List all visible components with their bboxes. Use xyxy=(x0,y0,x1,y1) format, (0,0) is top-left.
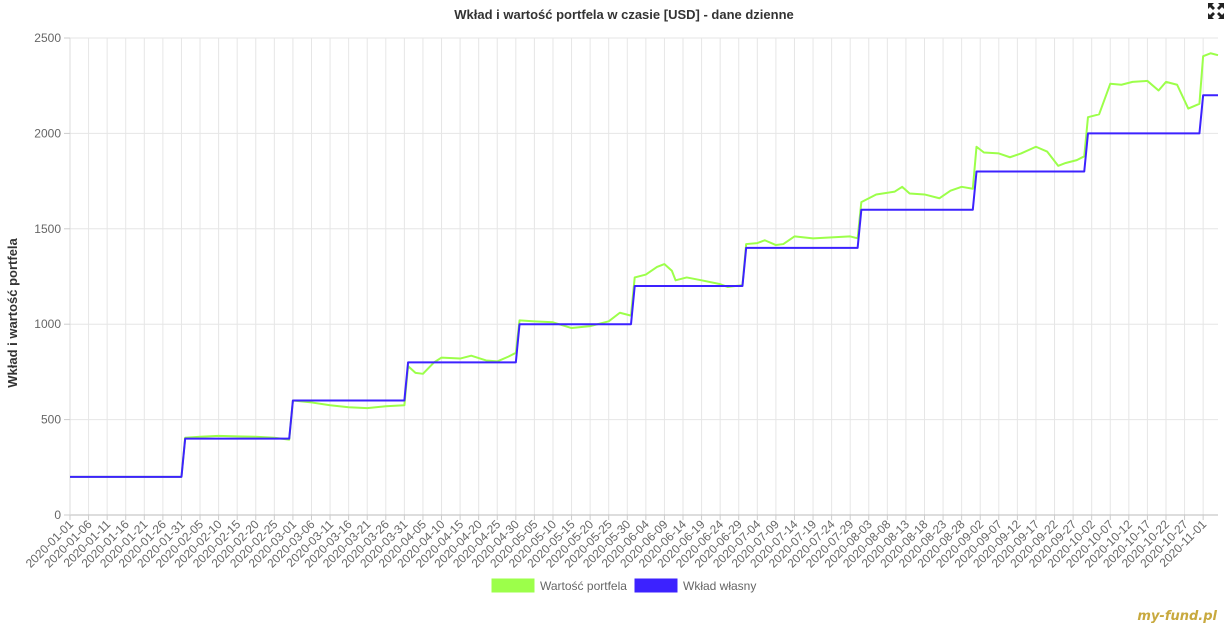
y-axis-label: Wkład i wartość portfela xyxy=(5,237,20,387)
axes xyxy=(69,38,1218,516)
y-tick-label-2: 1000 xyxy=(34,317,61,331)
legend-item-1[interactable]: Wkład własny xyxy=(634,578,756,593)
chart-title: Wkład i wartość portfela w czasie [USD] … xyxy=(454,7,794,22)
grid xyxy=(69,37,1218,516)
legend-label-0: Wartość portfela xyxy=(540,579,627,593)
legend-label-1: Wkład własny xyxy=(683,579,756,593)
legend-swatch-0 xyxy=(491,578,535,593)
legend-item-0[interactable]: Wartość portfela xyxy=(491,578,627,593)
y-tick-label-3: 1500 xyxy=(34,222,61,236)
fullscreen-icon[interactable] xyxy=(1207,2,1225,20)
y-tick-label-1: 500 xyxy=(41,413,61,427)
series xyxy=(70,52,1219,478)
series-line-0 xyxy=(70,52,1219,478)
legend: Wartość portfela Wkład własny xyxy=(491,578,756,593)
y-axis-ticks: 0 500 1000 1500 2000 2500 xyxy=(34,31,70,522)
y-tick-label-0: 0 xyxy=(54,508,61,522)
x-axis-ticks: 2020-01-012020-01-062020-01-112020-01-16… xyxy=(23,515,1209,571)
y-tick-label-5: 2500 xyxy=(34,31,61,45)
watermark-logo: my-fund.pl xyxy=(1137,609,1217,624)
series-line-1 xyxy=(70,94,1218,478)
y-tick-label-4: 2000 xyxy=(34,126,61,140)
legend-swatch-1 xyxy=(634,578,678,593)
